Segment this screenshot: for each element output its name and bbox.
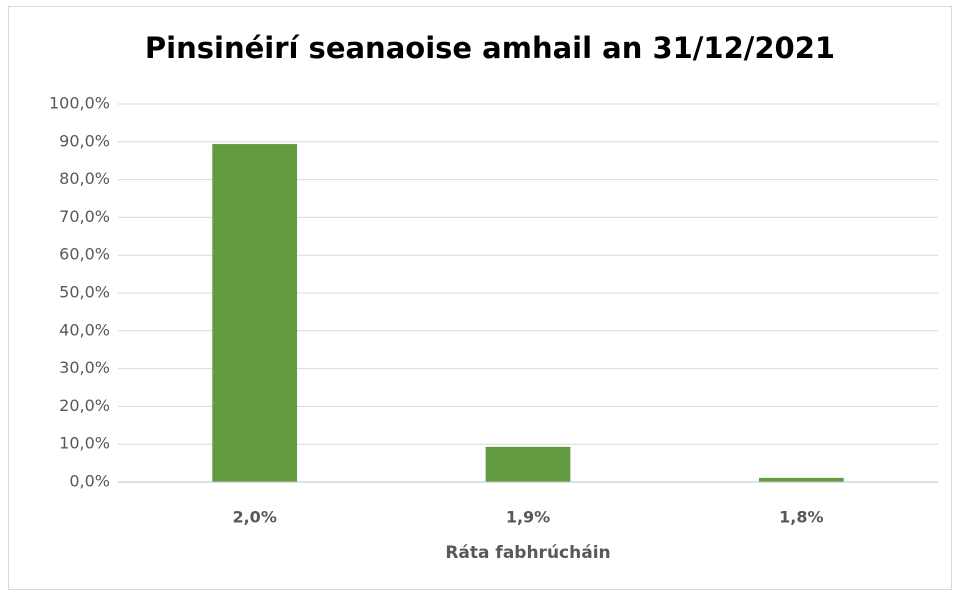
x-tick-label: 1,8% — [779, 508, 823, 527]
y-tick-label: 70,0% — [59, 207, 110, 226]
y-tick-label: 30,0% — [59, 358, 110, 377]
bar — [485, 446, 571, 482]
x-tick-label: 2,0% — [232, 508, 276, 527]
y-tick-label: 50,0% — [59, 283, 110, 302]
y-tick-label: 0,0% — [69, 472, 110, 491]
y-tick-label: 80,0% — [59, 169, 110, 188]
y-tick-label: 40,0% — [59, 320, 110, 339]
bar — [758, 477, 844, 482]
y-tick-label: 60,0% — [59, 245, 110, 264]
y-tick-label: 100,0% — [49, 94, 110, 113]
x-axis-label: Ráta fabhrúcháin — [445, 543, 610, 563]
chart-title: Pinsinéirí seanaoise amhail an 31/12/202… — [145, 31, 835, 65]
y-tick-label: 10,0% — [59, 434, 110, 453]
bar — [212, 144, 298, 482]
y-tick-label: 20,0% — [59, 396, 110, 415]
y-tick-label: 90,0% — [59, 131, 110, 150]
chart-frame — [8, 6, 952, 590]
x-tick-label: 1,9% — [506, 508, 550, 527]
